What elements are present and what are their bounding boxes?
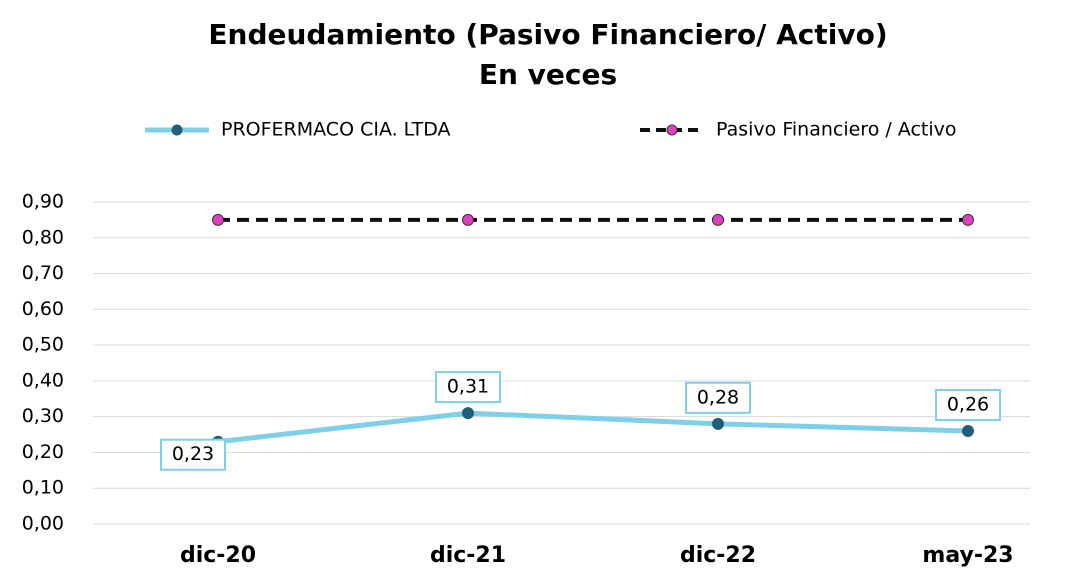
y-tick-label: 0,90	[22, 191, 64, 213]
data-label-box	[935, 388, 1001, 421]
data-label: 0,23	[172, 443, 214, 465]
point	[462, 407, 474, 420]
point	[712, 213, 724, 226]
y-tick-label: 0,70	[22, 262, 64, 284]
y-tick-label: 0,30	[22, 405, 64, 427]
y-tick-label: 0,20	[22, 441, 64, 463]
data-label-box	[685, 381, 751, 414]
y-tick-label: 0,00	[22, 513, 64, 535]
point	[212, 213, 224, 226]
y-tick-label: 0,50	[22, 334, 64, 356]
y-tick-label: 0,40	[22, 369, 64, 391]
chart-subtitle: En veces	[479, 58, 617, 91]
series-line	[217, 410, 969, 445]
y-tick-label: 0,10	[22, 477, 64, 499]
point	[462, 213, 474, 226]
data-label: 0,26	[947, 393, 989, 415]
y-tick-label: 0,60	[22, 298, 64, 320]
legend-label: Pasivo Financiero / Activo	[716, 119, 957, 141]
data-label-box	[435, 371, 501, 404]
legend-label: PROFERMACO CIA. LTDA	[221, 119, 451, 141]
legend-marker	[171, 124, 183, 136]
x-tick-label: dic-21	[430, 543, 506, 568]
data-label: 0,31	[447, 376, 489, 398]
data-label-box	[160, 438, 226, 471]
point	[962, 424, 974, 437]
point	[712, 417, 724, 430]
x-tick-label: dic-20	[180, 543, 256, 568]
data-label: 0,28	[697, 386, 739, 408]
legend-marker	[666, 124, 678, 136]
chart-title: Endeudamiento (Pasivo Financiero/ Activo…	[208, 18, 887, 51]
y-tick-label: 0,80	[22, 226, 64, 248]
x-tick-label: may-23	[922, 543, 1013, 568]
x-tick-label: dic-22	[680, 543, 756, 568]
point	[962, 213, 974, 226]
